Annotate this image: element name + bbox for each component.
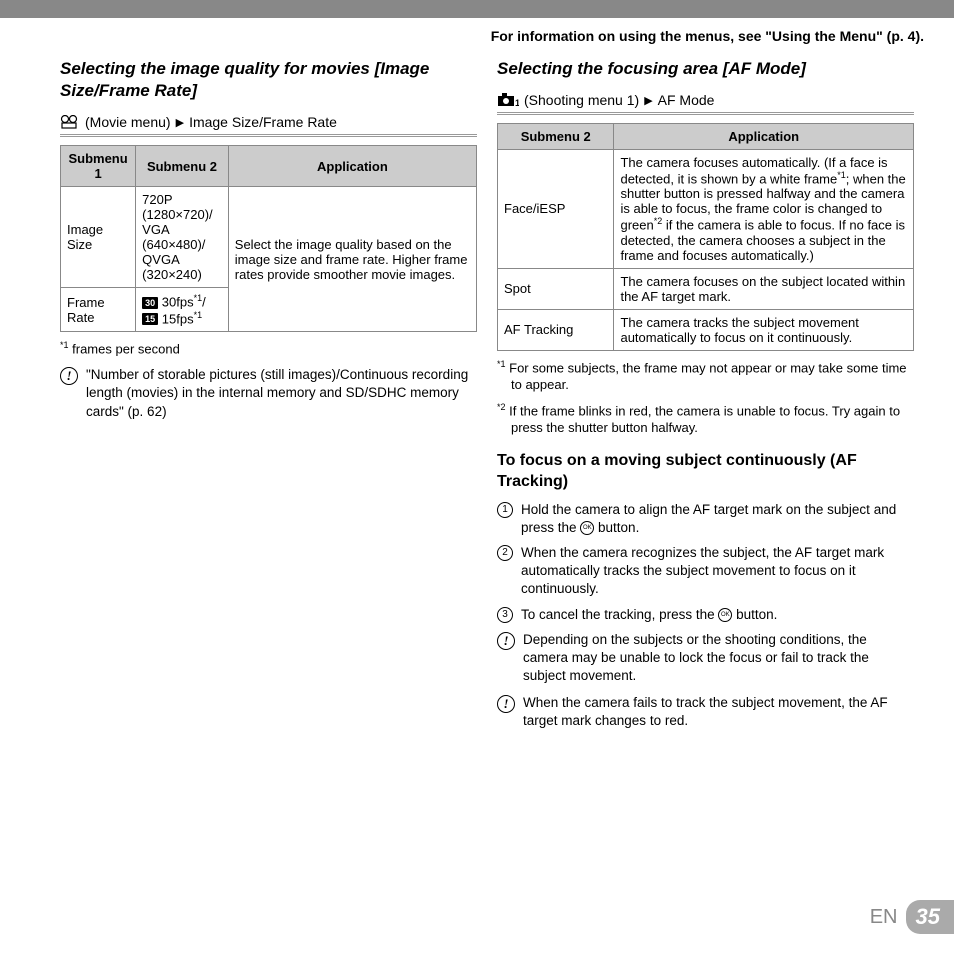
left-note-1: ! "Number of storable pictures (still im… [60,366,477,421]
right-menu-item: AF Mode [658,92,715,108]
table-header: Application [614,124,914,150]
triangle-icon: ▶ [176,116,184,129]
right-note-1: ! Depending on the subjects or the shoot… [497,631,914,686]
header-info: For information on using the menus, see … [0,18,954,58]
step-number-icon: 1 [497,502,513,518]
top-gray-bar [0,0,954,18]
fps-text: 30fps [158,295,193,310]
right-menu-path: 1 (Shooting menu 1) ▶ AF Mode [497,88,914,115]
right-note-2: ! When the camera fails to track the sub… [497,694,914,730]
right-title: Selecting the focusing area [AF Mode] [497,58,914,80]
sup: *1 [837,170,846,180]
content-columns: Selecting the image quality for movies [… [0,58,954,738]
step-2: 2 When the camera recognizes the subject… [497,544,914,599]
footnote-text: For some subjects, the frame may not app… [509,360,906,392]
sup: *1 [60,340,69,350]
right-footnote-2: *2 If the frame blinks in red, the camer… [497,402,914,437]
fps-badge-15: 15 [142,313,158,325]
table-header: Submenu 2 [498,124,614,150]
sup: *1 [194,310,203,320]
table-cell: Image Size [61,187,136,288]
step-number-icon: 3 [497,607,513,623]
table-cell: The camera focuses automatically. (If a … [614,150,914,269]
step-text-b: button. [594,520,639,535]
sep: / [202,295,206,310]
page-number: 35 [906,900,954,934]
svg-text:1: 1 [515,98,519,107]
footnote-text: If the frame blinks in red, the camera i… [509,403,900,435]
sup: *2 [497,402,506,412]
table-cell: 720P (1280×720)/ VGA (640×480)/ QVGA (32… [136,187,229,288]
cell-text: if the camera is able to focus. If no fa… [620,218,905,263]
note-text: "Number of storable pictures (still imag… [86,366,477,421]
table-cell: 30 30fps*1/ 15 15fps*1 [136,288,229,332]
step-text: Hold the camera to align the AF target m… [521,501,914,537]
table-cell: Face/iESP [498,150,614,269]
language-label: EN [870,906,898,929]
left-menu-prefix: (Movie menu) [85,114,171,130]
left-footnote-1: *1 frames per second [60,340,477,358]
left-menu-path: (Movie menu) ▶ Image Size/Frame Rate [60,110,477,137]
caution-icon: ! [497,632,515,650]
table-cell: Frame Rate [61,288,136,332]
table-header: Submenu 1 [61,146,136,187]
left-title: Selecting the image quality for movies [… [60,58,477,102]
step-text-a: Hold the camera to align the AF target m… [521,502,896,535]
sup: *1 [194,293,203,303]
left-table: Submenu 1 Submenu 2 Application Image Si… [60,145,477,332]
ok-button-icon: OK [580,521,594,535]
sup: *2 [654,216,663,226]
ok-button-icon: OK [718,608,732,622]
step-text-b: button. [732,607,777,622]
step-text: When the camera recognizes the subject, … [521,544,914,599]
note-text: When the camera fails to track the subje… [523,694,914,730]
step-1: 1 Hold the camera to align the AF target… [497,501,914,537]
step-number-icon: 2 [497,545,513,561]
note-text: Depending on the subjects or the shootin… [523,631,914,686]
caution-icon: ! [497,695,515,713]
triangle-icon: ▶ [644,94,652,107]
table-cell: Select the image quality based on the im… [228,187,476,332]
right-menu-prefix: (Shooting menu 1) [524,92,639,108]
table-header: Submenu 2 [136,146,229,187]
left-column: Selecting the image quality for movies [… [60,58,477,738]
step-3: 3 To cancel the tracking, press the OK b… [497,606,914,624]
right-footnote-1: *1 For some subjects, the frame may not … [497,359,914,394]
sup: *1 [497,359,506,369]
page-footer: EN 35 [870,900,954,934]
table-cell: AF Tracking [498,309,614,350]
caution-icon: ! [60,367,78,385]
right-column: Selecting the focusing area [AF Mode] 1 … [497,58,914,738]
camera-icon: 1 [497,93,519,107]
movie-menu-icon [60,115,80,129]
table-header: Application [228,146,476,187]
fps-badge-30: 30 [142,297,158,309]
step-text: To cancel the tracking, press the OK but… [521,606,777,624]
table-cell: The camera focuses on the subject locate… [614,268,914,309]
fps-text: 15fps [158,311,193,326]
left-menu-item: Image Size/Frame Rate [189,114,337,130]
right-table: Submenu 2 Application Face/iESP The came… [497,123,914,351]
step-text-a: To cancel the tracking, press the [521,607,718,622]
subsection-title: To focus on a moving subject continuousl… [497,451,914,493]
footnote-text: frames per second [72,341,180,356]
table-cell: Spot [498,268,614,309]
table-cell: The camera tracks the subject movement a… [614,309,914,350]
